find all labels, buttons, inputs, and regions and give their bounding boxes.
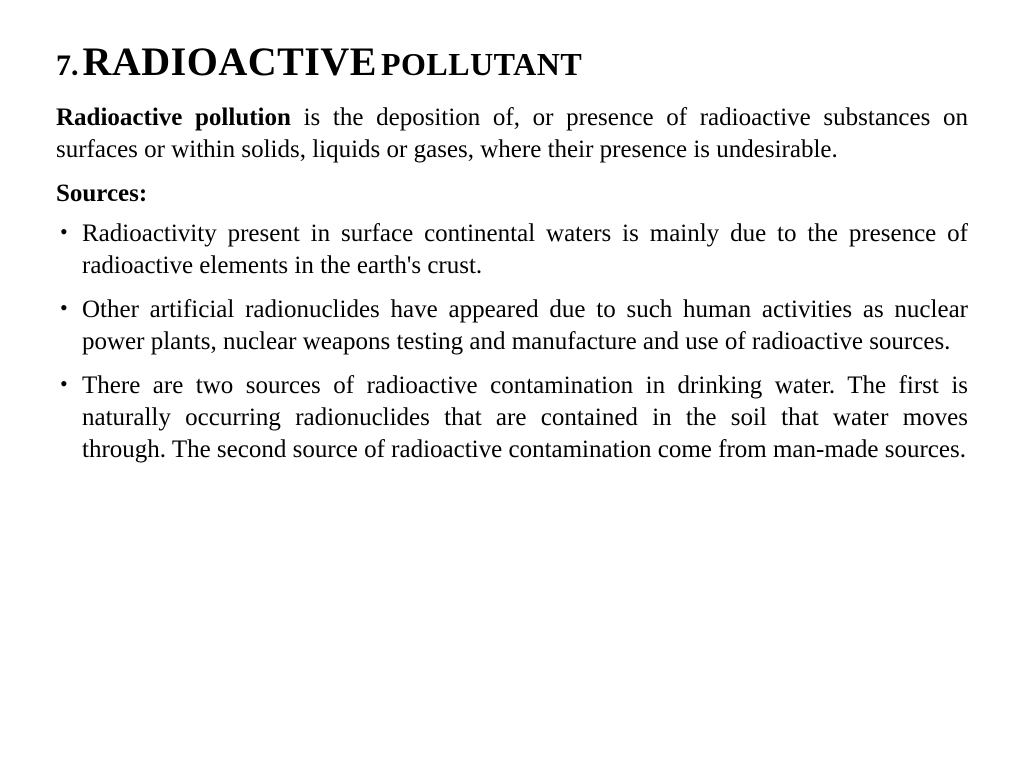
list-item: Radioactivity present in surface contine…: [56, 218, 968, 282]
intro-paragraph: Radioactive pollution is the deposition …: [56, 102, 968, 166]
sources-label: Sources:: [56, 180, 968, 208]
slide-title: 7. RADIOACTIVE POLLUTANT: [56, 40, 968, 84]
title-secondary: POLLUTANT: [381, 46, 582, 82]
list-item: Other artificial radionuclides have appe…: [56, 294, 968, 358]
title-number: 7.: [56, 49, 79, 82]
intro-lead: Radioactive pollution: [56, 104, 291, 131]
sources-list: Radioactivity present in surface contine…: [56, 218, 968, 466]
title-main: RADIOACTIVE: [83, 39, 377, 84]
slide: 7. RADIOACTIVE POLLUTANT Radioactive pol…: [0, 0, 1024, 768]
list-item: There are two sources of radioactive con…: [56, 370, 968, 466]
